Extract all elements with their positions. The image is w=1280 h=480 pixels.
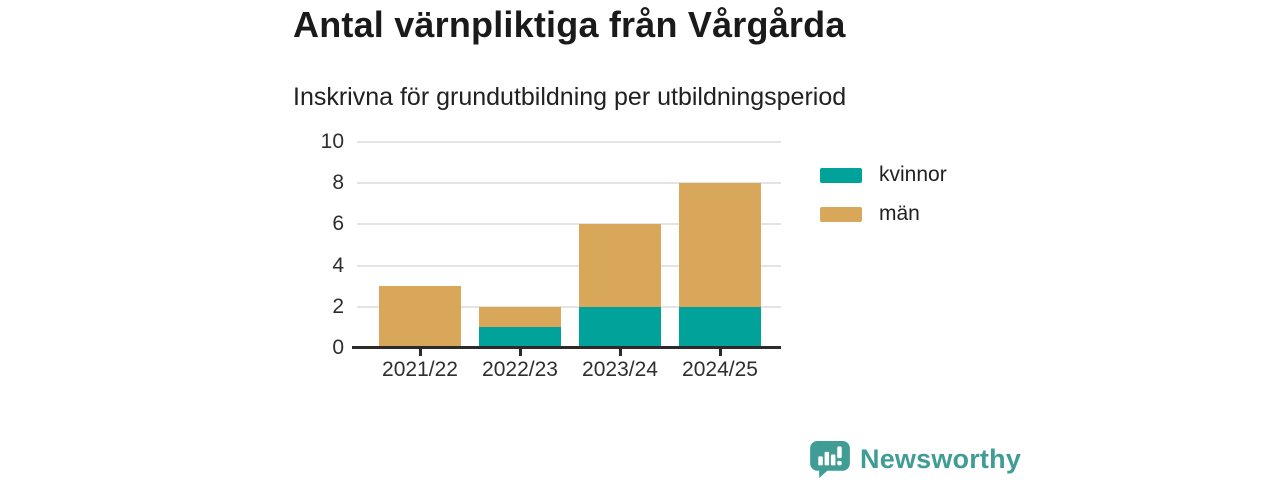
y-tick-label: 8 xyxy=(332,171,344,195)
x-tick-mark xyxy=(618,348,622,356)
bar-segment-män-2022/23 xyxy=(479,306,561,328)
legend-item-män: män xyxy=(820,202,947,226)
chart-subtitle: Inskrivna för grundutbildning per utbild… xyxy=(293,83,847,111)
x-axis-labels: 2021/22 2022/23 2023/24 2024/25 xyxy=(357,358,781,384)
y-tick-label: 0 xyxy=(332,336,344,359)
y-axis-labels: 0 2 4 6 8 10 xyxy=(0,130,344,359)
x-tick-label: 2024/25 xyxy=(682,358,758,381)
x-tick-label: 2023/24 xyxy=(582,358,658,381)
plot-area xyxy=(352,141,781,356)
gridline xyxy=(357,264,781,267)
brand-footer: Newsworthy xyxy=(810,441,1021,478)
x-tick-mark xyxy=(718,348,722,356)
legend-label: män xyxy=(879,202,920,225)
bar-segment-män-2024/25 xyxy=(679,183,761,307)
legend: kvinnor män xyxy=(820,163,947,241)
legend-swatch xyxy=(820,206,862,222)
x-tick-mark xyxy=(418,348,422,356)
bar-segment-kvinnor-2024/25 xyxy=(679,306,761,348)
bar-segment-män-2023/24 xyxy=(579,224,661,307)
x-axis-line xyxy=(352,346,781,349)
x-tick-label: 2021/22 xyxy=(382,358,458,381)
y-tick-label: 6 xyxy=(332,212,344,236)
gridline xyxy=(357,141,781,143)
gridline xyxy=(357,182,781,185)
newsworthy-logo-icon xyxy=(810,441,850,478)
legend-item-kvinnor: kvinnor xyxy=(820,163,947,187)
gridline xyxy=(357,305,781,308)
legend-swatch xyxy=(820,167,862,183)
gridline xyxy=(357,223,781,226)
bar-segment-män-2021/22 xyxy=(379,286,461,348)
page-title: Antal värnpliktiga från Vårgårda xyxy=(293,4,846,45)
x-tick-mark xyxy=(518,348,522,356)
bar-segment-kvinnor-2023/24 xyxy=(579,306,661,348)
bar-segment-kvinnor-2022/23 xyxy=(479,327,561,348)
legend-label: kvinnor xyxy=(879,163,947,186)
y-tick-label: 10 xyxy=(320,130,344,153)
y-tick-label: 4 xyxy=(332,253,344,277)
y-tick-label: 2 xyxy=(332,294,344,318)
x-tick-label: 2022/23 xyxy=(482,358,558,381)
brand-name: Newsworthy xyxy=(860,444,1022,474)
